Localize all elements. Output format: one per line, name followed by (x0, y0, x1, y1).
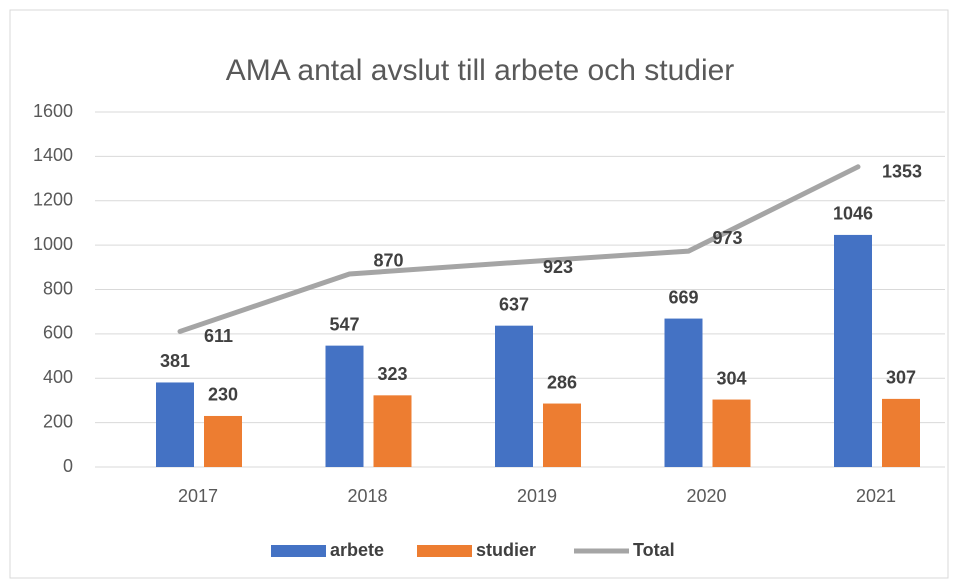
y-tick-label: 200 (43, 411, 73, 431)
bar (712, 399, 751, 467)
legend-label: Total (633, 540, 675, 560)
y-tick-label: 1200 (33, 190, 73, 210)
data-label: 230 (208, 385, 238, 405)
y-tick-label: 0 (63, 456, 73, 476)
chart-title: AMA antal avslut till arbete och studier (226, 54, 735, 87)
data-label: 611 (204, 326, 233, 346)
x-tick-label: 2019 (517, 486, 557, 506)
bar (204, 415, 242, 467)
data-label: 286 (547, 372, 577, 392)
y-tick-label: 1400 (33, 145, 73, 165)
data-label: 1353 (882, 162, 922, 182)
y-tick-label: 600 (43, 323, 73, 343)
bar (543, 403, 581, 467)
x-tick-label: 2018 (347, 486, 387, 506)
bar (882, 398, 920, 467)
data-label: 547 (329, 314, 359, 334)
data-label: 1046 (833, 204, 873, 224)
data-label: 381 (160, 351, 190, 371)
bar (373, 395, 412, 467)
legend-label: studier (476, 540, 536, 560)
y-tick-label: 1600 (33, 101, 73, 121)
x-tick-label: 2021 (856, 486, 896, 506)
line (177, 164, 861, 334)
legend-swatch (271, 545, 326, 557)
data-label: 304 (716, 368, 746, 388)
data-label: 870 (374, 251, 404, 271)
chart-frame (9, 9, 949, 579)
legend-label: arbete (330, 540, 384, 560)
y-tick-label: 400 (43, 367, 73, 387)
x-tick-label: 2020 (686, 486, 726, 506)
data-label: 973 (713, 228, 743, 248)
data-label: 637 (499, 294, 529, 314)
y-tick-label: 1000 (33, 234, 73, 254)
bar (495, 325, 533, 467)
bar (325, 345, 364, 467)
bar (664, 318, 703, 467)
data-label: 307 (886, 368, 916, 388)
bar (156, 382, 194, 467)
data-label: 923 (543, 257, 573, 277)
x-tick-label: 2017 (178, 486, 218, 506)
data-label: 323 (377, 364, 407, 384)
data-label: 669 (668, 287, 698, 307)
bar (834, 234, 872, 467)
y-tick-label: 800 (43, 278, 73, 298)
legend-swatch (417, 545, 472, 557)
